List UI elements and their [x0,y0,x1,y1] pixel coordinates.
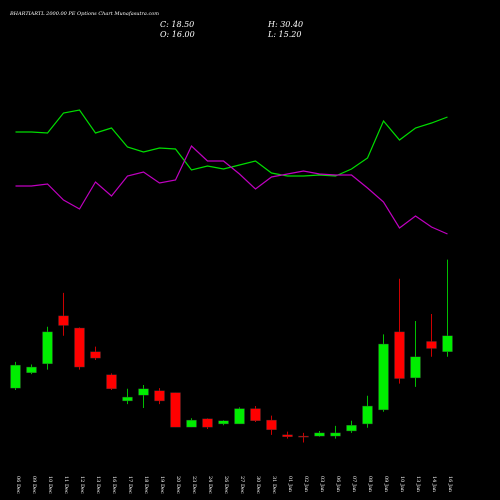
x-tick-label: 06 Dec [15,476,21,494]
open-label: O: 16.00 [160,30,195,39]
candle-body [426,341,437,349]
candle-body [314,432,325,437]
x-tick-label: 14 Jan [431,476,437,493]
x-tick-label: 09 Dec [31,476,37,494]
x-tick-label: 03 Jan [319,476,325,493]
candle-body [410,356,421,379]
x-tick-label: 09 Jan [383,476,389,493]
candle-body [10,364,21,389]
candle-body [394,331,405,379]
candle-body [122,396,133,402]
x-tick-label: 16 Dec [111,476,117,494]
candle-body [42,331,53,365]
x-tick-label: 27 Dec [239,476,245,494]
x-tick-label: 13 Jan [415,476,421,493]
x-tick-label: 20 Dec [175,476,181,494]
candle-body [330,432,341,437]
candle-body [298,435,309,438]
x-tick-label: 17 Dec [127,476,133,494]
candle-body [90,351,101,359]
candle-body [362,405,373,425]
indicator-line [15,109,448,177]
x-tick-label: 19 Dec [159,476,165,494]
x-tick-label: 18 Dec [143,476,149,494]
candle-body [74,327,85,368]
high-label: H: 30.40 [267,20,303,29]
candle-body [106,374,117,389]
candle-body [170,392,181,428]
candle-body [234,408,245,425]
x-tick-label: 12 Dec [79,476,85,494]
x-tick-label: 16 Jan [447,476,453,493]
candle-body [26,366,37,373]
x-tick-label: 01 Jan [287,476,293,493]
candle-body [266,419,277,430]
x-tick-label: 13 Dec [95,476,101,494]
x-tick-label: 02 Jan [303,476,309,493]
candle-body [138,388,149,396]
candle-body [186,419,197,428]
x-tick-label: 10 Jan [399,476,405,493]
x-tick-label: 11 Dec [63,476,69,494]
low-label: L: 15.20 [267,30,301,39]
x-tick-label: 07 Jan [351,476,357,493]
x-tick-label: 31 Dec [271,476,277,494]
x-tick-label: 26 Dec [223,476,229,494]
candle-body [442,335,453,352]
chart-title: BHARTIARTL 2000.00 PE Options Chart Muna… [9,11,159,17]
candle-body [282,434,293,437]
x-tick-label: 24 Dec [207,476,213,494]
candle-body [378,343,389,411]
candle-body [202,418,213,428]
close-label: C: 18.50 [160,20,194,29]
candle-body [58,315,69,326]
x-tick-label: 08 Jan [367,476,373,493]
x-tick-label: 10 Dec [47,476,53,494]
x-tick-label: 23 Dec [191,476,197,494]
candle-body [346,425,357,432]
candle-body [218,420,229,425]
indicator-line [15,144,448,235]
candle-body [154,390,165,402]
x-tick-label: 30 Dec [255,476,261,494]
x-tick-label: 06 Jan [335,476,341,493]
candle-body [250,408,261,421]
